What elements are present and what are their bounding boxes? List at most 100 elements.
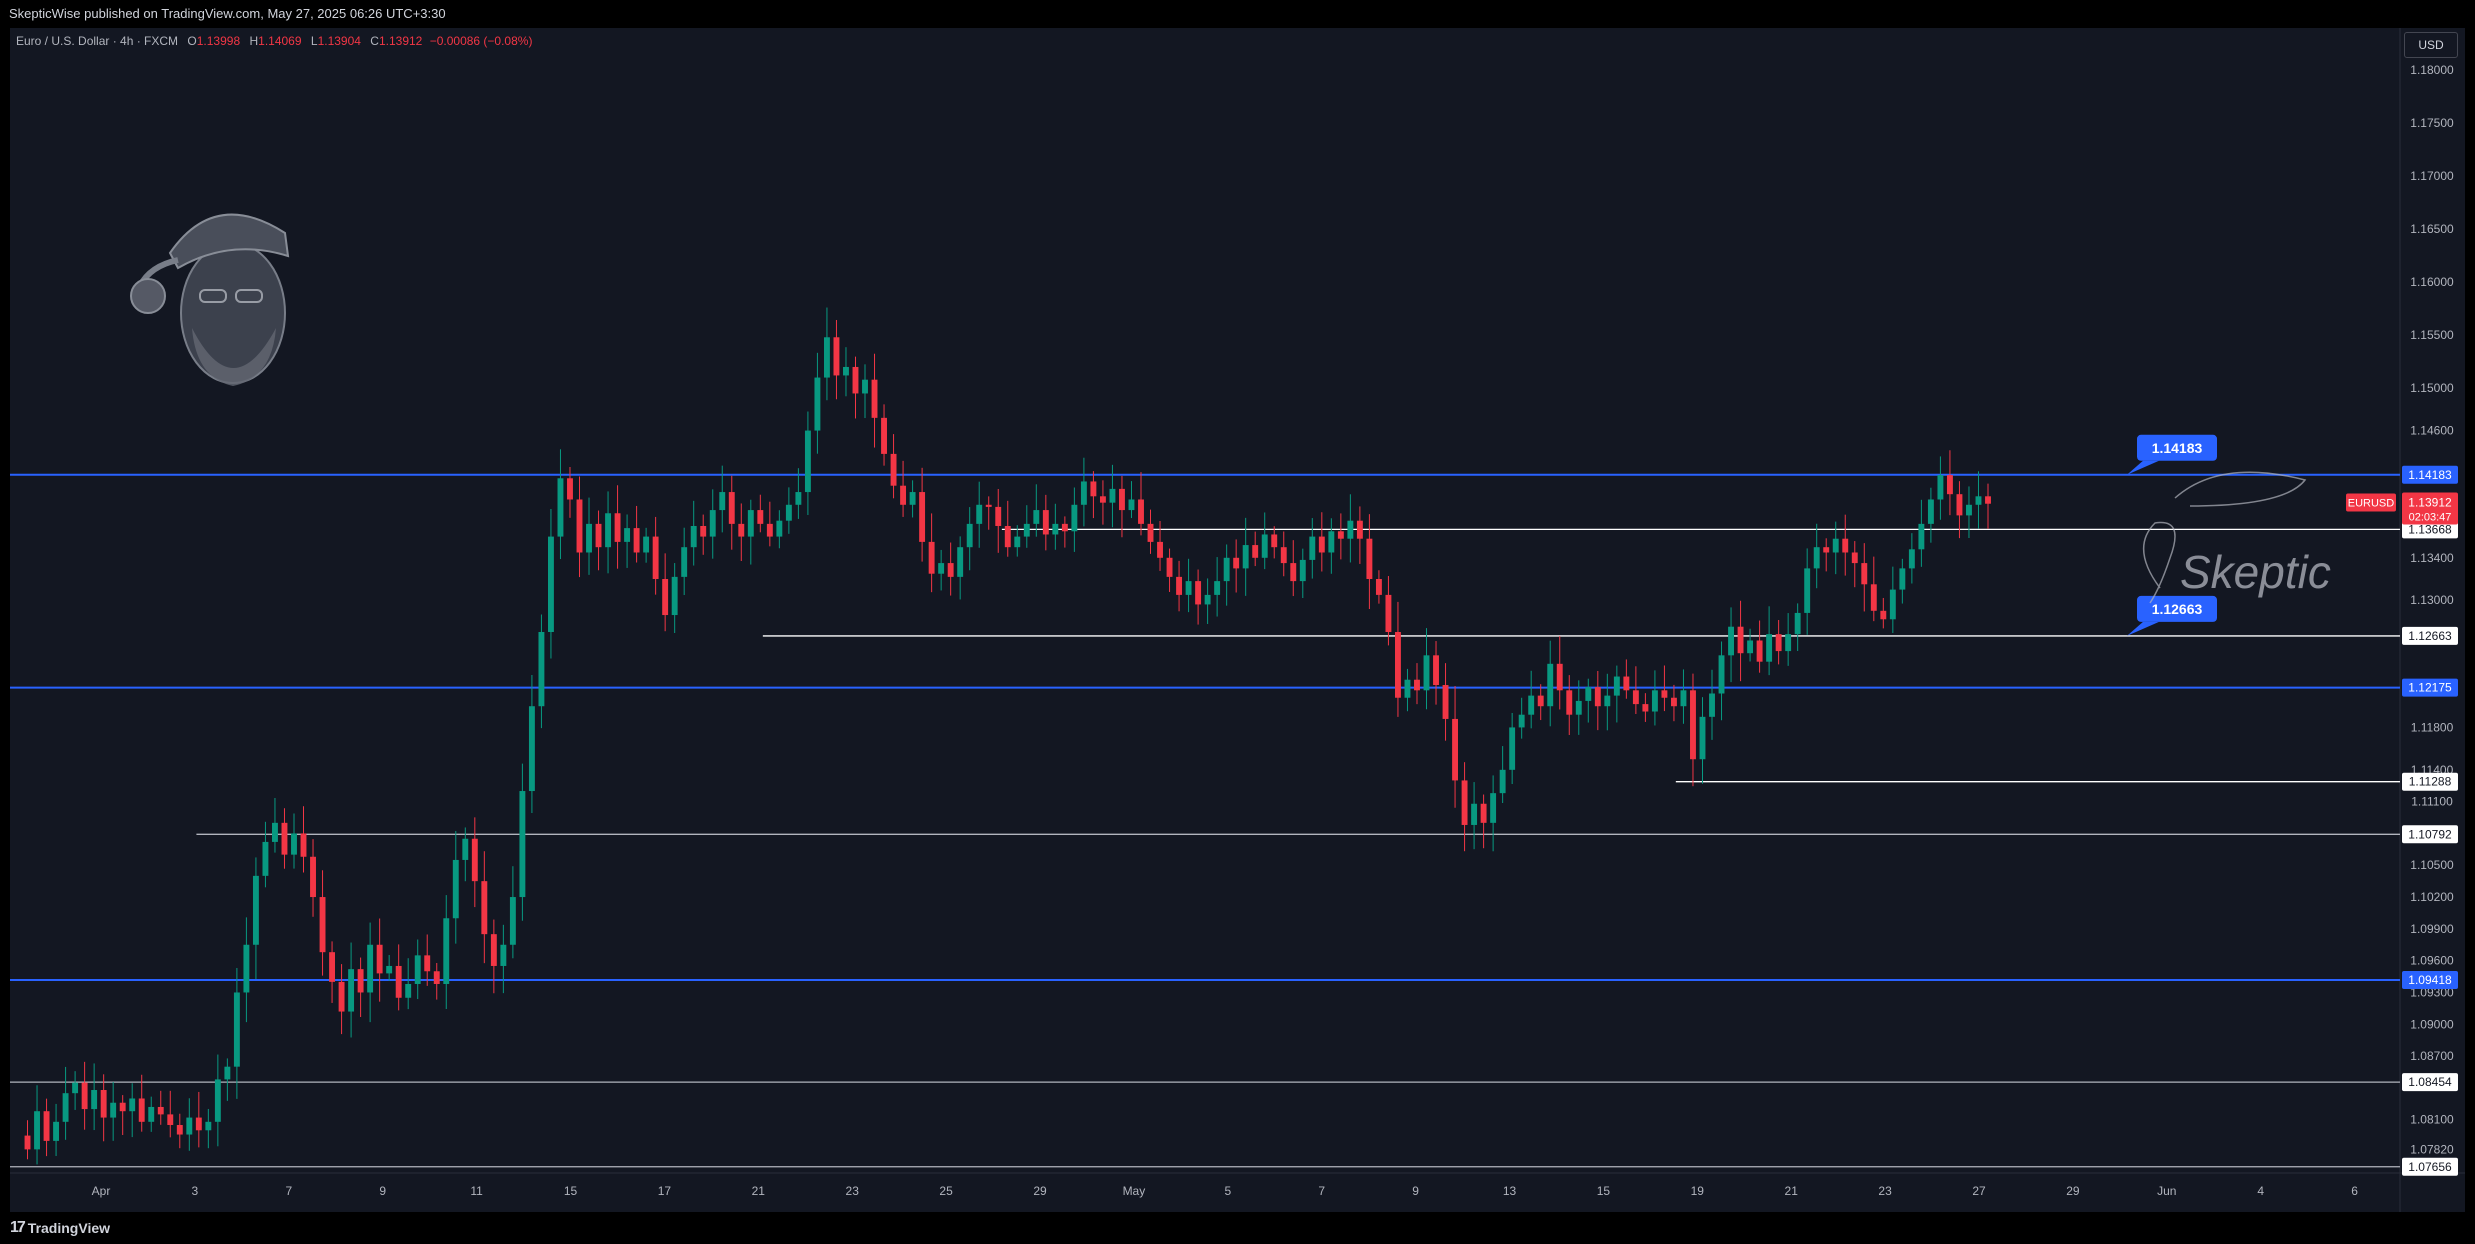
candle [547, 508, 554, 659]
candle [947, 542, 954, 596]
candle [148, 1096, 155, 1132]
candle [605, 491, 611, 574]
candle-body [871, 379, 878, 418]
candle-body [1499, 769, 1506, 794]
candle-body [1766, 634, 1773, 662]
candle [1613, 665, 1620, 723]
candle [1385, 576, 1392, 646]
tradingview-logo[interactable]: 17 TradingView [10, 1212, 110, 1244]
candle-body [1747, 640, 1754, 654]
time-tick-label: 25 [939, 1184, 953, 1198]
close-value: 1.13912 [378, 34, 423, 48]
candle-body [1023, 523, 1030, 537]
level-price-label-text: 1.14183 [2408, 468, 2452, 482]
candle-body [272, 822, 278, 842]
candle [433, 962, 440, 1000]
time-tick-label: 7 [1318, 1184, 1325, 1198]
candle [186, 1098, 193, 1151]
candle-body [900, 485, 907, 505]
candle [395, 944, 402, 1011]
candle [1195, 569, 1202, 625]
price-tick-label: 1.08700 [2410, 1049, 2454, 1063]
candle [405, 958, 412, 1010]
price-chart[interactable]: 1.14183 1.12663 1.18000 1.17500 1.17000 1.16… [0, 28, 2475, 1212]
candle-body [24, 1135, 31, 1150]
candle-body [1280, 547, 1287, 564]
candle [728, 475, 735, 550]
level-price-label-bg [2402, 772, 2458, 791]
candle-body [1918, 523, 1925, 550]
candle [995, 489, 1002, 553]
change-value: −0.00086 (−0.08%) [429, 34, 533, 48]
candle-body [1214, 581, 1221, 595]
candle [700, 514, 707, 555]
candle-body [1318, 536, 1325, 553]
candle [719, 465, 726, 533]
candle [1966, 486, 1972, 539]
candle-body [881, 417, 887, 454]
candle [1956, 481, 1963, 539]
level-price-label-bg [2402, 678, 2458, 697]
candle [252, 857, 259, 980]
candle [1204, 578, 1211, 624]
candle [1223, 544, 1230, 606]
candle [538, 614, 545, 729]
candle-body [1138, 499, 1144, 524]
candle [1309, 518, 1316, 579]
candle-body [1109, 488, 1116, 503]
candle-body [348, 969, 355, 1012]
candle-body [1670, 697, 1677, 707]
candle-body [53, 1121, 60, 1141]
candle-body [1166, 557, 1173, 577]
candle-body [214, 1079, 221, 1122]
candle-body [138, 1098, 145, 1122]
candle [272, 798, 278, 853]
level-price-label-bg [2402, 626, 2458, 645]
horizontal-levels [10, 473, 2400, 1168]
candle [1318, 512, 1325, 572]
candle-body [1509, 727, 1516, 770]
candle [1157, 520, 1163, 571]
candle-body [643, 536, 650, 553]
callout-pointer [2127, 621, 2159, 636]
price-tick-label: 1.13000 [2410, 593, 2454, 607]
candle [976, 481, 983, 548]
candle [1832, 521, 1839, 575]
candle-body [1071, 504, 1078, 532]
candle-body [1195, 581, 1202, 605]
candle-body [1737, 626, 1744, 654]
candle-body [1061, 523, 1068, 532]
candle-body [567, 478, 573, 500]
candle [1176, 560, 1183, 612]
candle-body [976, 504, 983, 524]
candle [329, 941, 336, 1003]
candle-body [357, 969, 364, 993]
candle-body [1756, 640, 1763, 662]
price-tick-label: 1.13400 [2410, 551, 2454, 565]
time-tick-label: 17 [658, 1184, 672, 1198]
candle-body [243, 944, 250, 993]
candle-body [1966, 504, 1972, 516]
candle [1242, 517, 1249, 596]
candle-body [395, 965, 402, 998]
candle [214, 1054, 221, 1147]
callout-box [2137, 434, 2217, 461]
level-price-label: 1.12175 [2402, 678, 2458, 697]
level-price-label-text: 1.09418 [2408, 973, 2452, 987]
candle [576, 476, 583, 578]
candle [871, 353, 878, 448]
candle [662, 553, 669, 632]
candle-body [1356, 520, 1363, 539]
candle-body [1185, 581, 1192, 595]
candle [34, 1085, 40, 1165]
currency-button[interactable]: USD [2404, 32, 2458, 58]
candle [452, 830, 459, 944]
candle-body [1395, 632, 1401, 698]
candle-body [1709, 693, 1715, 717]
candle-body [1651, 690, 1658, 712]
candle-body [995, 506, 1002, 526]
candle [1756, 620, 1763, 673]
candle [1709, 669, 1715, 740]
time-tick-label: 15 [1597, 1184, 1611, 1198]
candle-body [1052, 523, 1059, 535]
